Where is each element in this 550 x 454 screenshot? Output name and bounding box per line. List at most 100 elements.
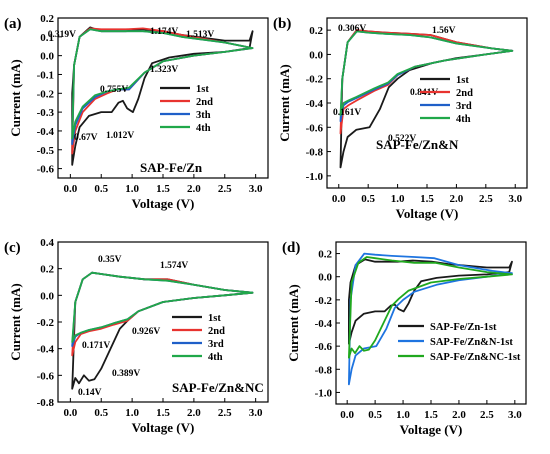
peak-annotation: 0.755V [100,85,128,95]
x-tick-label: 2.5 [479,193,493,205]
y-tick-label: -0.6 [37,370,55,382]
legend-entry: 1st [196,84,209,95]
x-tick-label: 1.0 [396,409,410,421]
panel-d: 0.0 0.5 1.0 1.5 2.0 2.5 3.0 -1.0 -0.8 -0.6 -0.4 -0.… [282,240,527,437]
x-tick-label: 1.0 [125,407,139,419]
series-line-4th [71,28,254,140]
legend-entry: SAP-Fe/Zn-1st [430,322,497,333]
legend-entry: 2nd [196,97,213,108]
x-tick-label: 0.5 [368,409,382,421]
peak-annotation: 0.67V [74,133,98,143]
series-line-SAP-Fe/Zn&NC-1st [348,256,513,359]
y-tick-label: 0.1 [40,32,54,44]
panel-label: (d) [282,240,300,256]
y-tick-label: -0.5 [37,145,55,157]
legend-entry: 2nd [456,88,473,99]
x-tick-label: 1.5 [420,193,434,205]
y-tick-label: -0.6 [306,122,324,134]
series-line-SAP-Fe/Zn-1st [348,258,513,345]
series-line-SAP-Fe/Zn&N-1st [348,252,513,386]
y-tick-label: -0.4 [306,98,324,110]
y-tick-label: -0.8 [315,364,333,376]
sample-label: SAP-Fe/Zn&N [376,137,459,152]
series-line-4th [339,30,514,116]
legend-entry: SAP-Fe/Zn&NC-1st [430,352,521,363]
peak-annotation: 0.161V [333,108,361,118]
x-tick-label: 1.5 [156,407,170,419]
peak-annotation: 0.389V [112,369,140,379]
x-tick-label: 0.5 [94,407,108,419]
x-tick-label: 3.0 [249,407,263,419]
y-tick-label: -0.2 [306,74,324,86]
y-tick-label: 0.0 [40,290,54,302]
y-tick-label: -0.4 [315,318,333,330]
plot-frame [326,17,528,189]
y-tick-label: -0.6 [37,164,55,176]
x-tick-label: 0.0 [63,407,77,419]
x-tick-label: 0.0 [332,193,346,205]
sample-label: SAP-Fe/Zn&NC [172,380,264,395]
x-tick-label: 2.5 [218,407,232,419]
y-tick-label: 0.2 [40,13,54,25]
peak-annotation: 0.522V [388,134,416,144]
peak-annotation: 0.171V [82,341,110,351]
legend-entry: 3rd [208,339,224,350]
legend-entry: 4th [456,114,471,125]
peak-annotation: 1.174V [150,27,178,37]
panel-label: (a) [4,16,22,32]
y-tick-label: -0.6 [315,341,333,353]
panel-b: 0.0 0.5 1.0 1.5 2.0 2.5 3.0 -1.0 -0.8 -0.6 -0.4 -0.… [273,16,528,221]
series-line-3rd [339,30,514,123]
panel-a: 0.0 0.5 1.0 1.5 2.0 2.5 3.0 -0.6 -0.5 -0.4 -0.3 -0.… [4,13,269,211]
sample-label: SAP-Fe/Zn [140,160,203,175]
y-tick-label: -1.0 [315,387,333,399]
x-tick-label: 2.0 [187,407,201,419]
y-tick-label: 0.4 [40,237,54,249]
y-tick-label: -0.3 [37,107,55,119]
peak-annotation: 1.56V [432,26,456,36]
x-tick-label: 0.0 [63,183,77,195]
x-axis-label: Voltage (V) [396,206,459,221]
x-tick-label: 2.5 [480,409,494,421]
plot-frame [57,17,269,179]
x-tick-label: 1.5 [156,183,170,195]
panel-c: 0.0 0.5 1.0 1.5 2.0 2.5 3.0 -0.8 -0.6 -0.4 -0.2 0.0… [4,237,269,435]
y-tick-label: 0.0 [318,272,332,284]
y-axis-label: Current (mA) [8,59,23,136]
x-tick-label: 1.0 [391,193,405,205]
legend-entry: 3rd [456,101,472,112]
y-tick-label: -0.2 [315,295,333,307]
x-tick-label: 3.0 [249,183,263,195]
y-axis-label: Current (mA) [277,64,292,141]
peak-annotation: 0.306V [338,24,366,34]
series-line-3rd [71,271,254,347]
y-tick-label: 0.2 [318,249,332,261]
x-tick-label: 0.5 [361,193,375,205]
y-tick-label: 0.0 [40,51,54,63]
peak-annotation: 0.319V [48,30,76,40]
peak-annotation: 0.14V [78,388,102,398]
legend-entry: SAP-Fe/Zn&N-1st [430,337,513,348]
y-tick-label: -0.4 [37,126,55,138]
peak-annotation: 1.574V [160,261,188,271]
y-tick-label: -0.8 [37,397,55,409]
x-tick-label: 3.0 [508,193,522,205]
legend-entry: 4th [208,352,223,363]
x-tick-label: 0.0 [340,409,354,421]
y-axis-label: Current (mA) [286,284,301,361]
x-tick-label: 2.0 [450,193,464,205]
legend-entry: 3th [196,110,211,121]
x-tick-label: 3.0 [508,409,522,421]
x-tick-label: 0.5 [94,183,108,195]
y-tick-label: 0.0 [309,49,323,61]
y-tick-label: 0.2 [40,264,54,276]
y-tick-label: -0.1 [37,69,54,81]
x-tick-label: 2.0 [187,183,201,195]
y-tick-label: -0.4 [37,344,55,356]
peak-annotation: 1.012V [106,131,134,141]
y-tick-label: -0.2 [37,317,55,329]
x-tick-label: 1.0 [125,183,139,195]
legend-entry: 2nd [208,326,225,337]
x-axis-label: Voltage (V) [400,422,463,437]
